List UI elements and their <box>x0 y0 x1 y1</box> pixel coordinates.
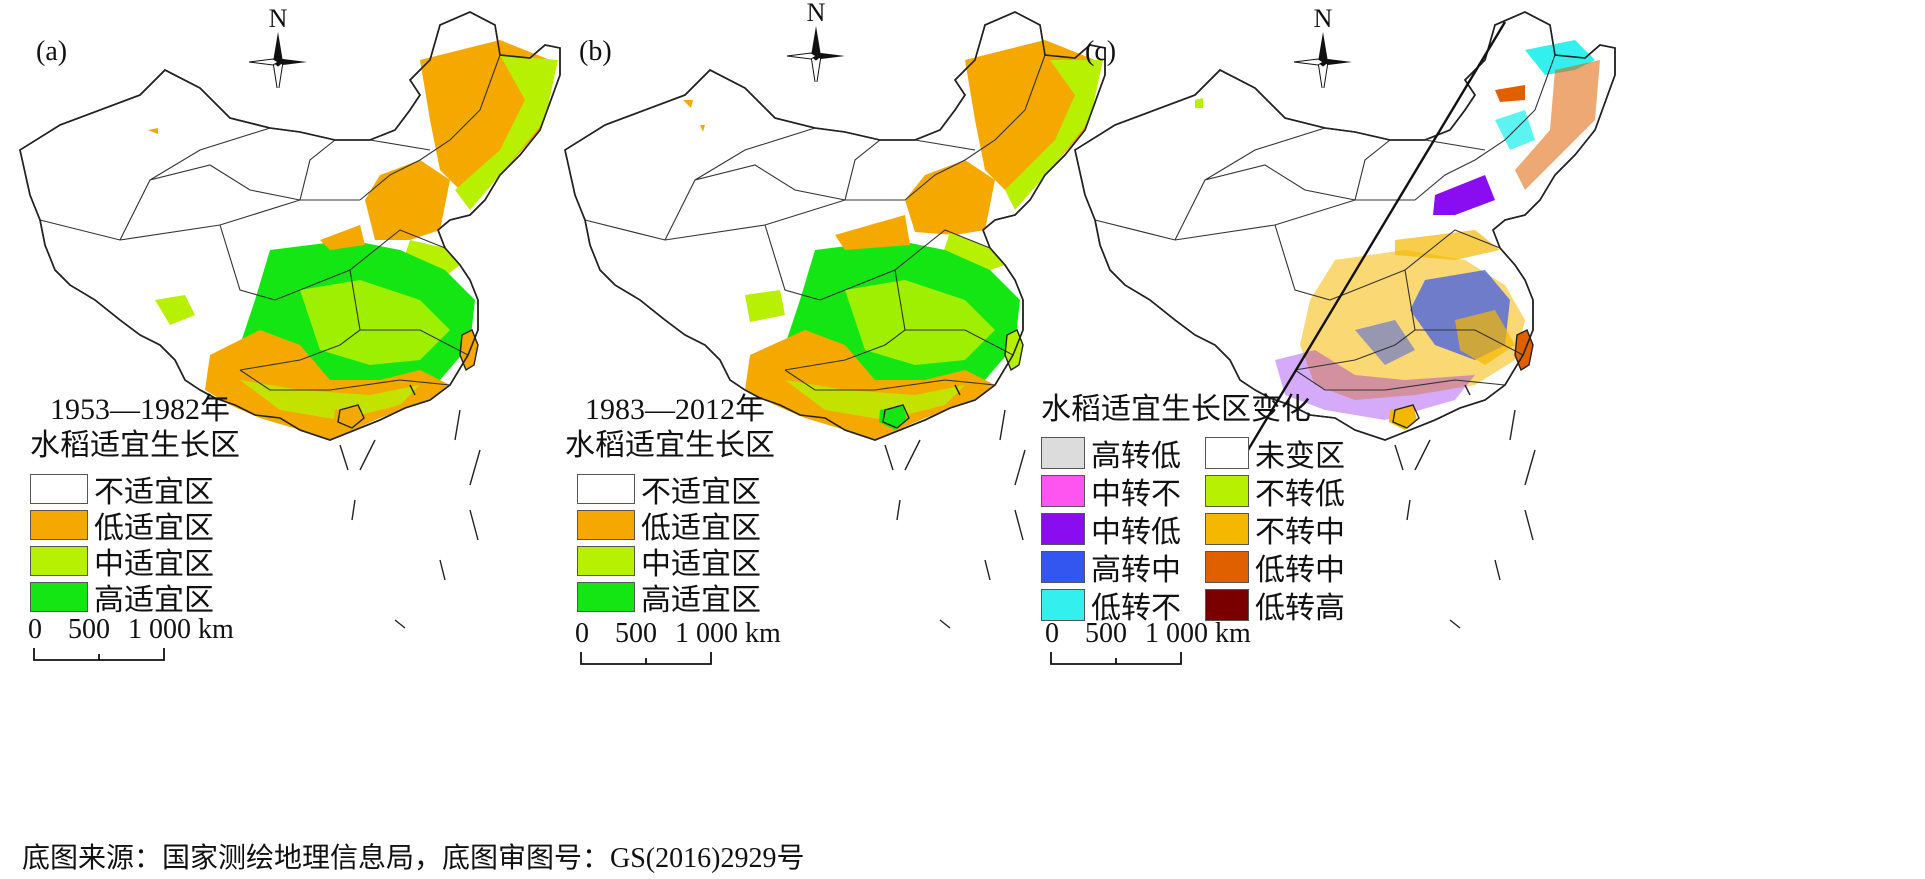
legend-title: 水稻适宜生长区变化 <box>1041 393 1311 426</box>
map-a <box>19 11 561 629</box>
legend-item: 高转中 <box>1041 550 1181 587</box>
legend-swatch <box>30 474 88 504</box>
north-arrow-icon: N <box>1290 4 1356 88</box>
region-mid <box>300 280 450 365</box>
region-low <box>205 330 450 440</box>
legend-swatch <box>1205 551 1249 583</box>
region-low <box>365 160 450 240</box>
legend-swatch <box>1041 437 1085 469</box>
boundary-line <box>1243 21 1507 456</box>
legend-title: 1983—2012年 水稻适宜生长区 <box>565 393 775 462</box>
legend-swatch <box>577 546 635 576</box>
legend-item: 不转中 <box>1205 512 1345 549</box>
legend-swatch <box>1205 437 1249 469</box>
legend-swatch <box>577 474 635 504</box>
scale-bar: 0 500 1 000 km <box>28 614 288 674</box>
panel-label: (a) <box>36 36 68 67</box>
legend-item: 低转中 <box>1205 550 1345 587</box>
legend-item: 中转低 <box>1041 512 1181 549</box>
legend-item: 中适宜区 <box>577 544 761 581</box>
legend-item: 不适宜区 <box>577 472 761 509</box>
legend-item: 中转不 <box>1041 474 1181 511</box>
map-source-caption: 底图来源：国家测绘地理信息局，底图审图号：GS(2016)2929号 <box>22 843 805 874</box>
legend-swatch <box>1041 475 1085 507</box>
north-arrow-icon: N <box>783 0 849 82</box>
scale-bar: 0 500 1 000 km <box>575 618 835 678</box>
legend-swatch <box>1041 513 1085 545</box>
legend-swatch <box>577 510 635 540</box>
north-arrow-icon: N <box>245 4 311 88</box>
panel-label: (b) <box>579 36 612 67</box>
region-low <box>155 295 195 325</box>
map-b <box>564 11 1106 629</box>
map-panel-a: (a) N 1953—1982年 水稻适宜生长区 不适宜区 低适宜区 中适宜区 … <box>0 0 640 800</box>
legend-swatch <box>1041 551 1085 583</box>
map-c <box>1074 11 1616 629</box>
legend-title: 1953—1982年 水稻适宜生长区 <box>30 393 240 462</box>
legend-swatch <box>577 582 635 612</box>
legend-item: 低转不 <box>1041 588 1181 625</box>
legend-item: 高适宜区 <box>577 580 761 617</box>
north-label: N <box>268 4 288 33</box>
north-label: N <box>806 0 826 27</box>
legend-swatch <box>1041 589 1085 621</box>
region-low <box>320 225 365 250</box>
legend-item: 低适宜区 <box>30 508 214 545</box>
region-mid <box>455 55 558 210</box>
legend-item: 高转低 <box>1041 436 1181 473</box>
legend-swatch <box>30 546 88 576</box>
map-panel-c: (c) N 水稻适宜生长区变化 高转低 中转不 中转低 高转中 低转不 未变区 … <box>1041 0 1695 800</box>
legend-swatch <box>30 510 88 540</box>
scale-bar: 0 500 1 000 km <box>1045 618 1305 678</box>
legend-item: 低转高 <box>1205 588 1345 625</box>
legend-item: 低适宜区 <box>577 508 761 545</box>
legend-swatch <box>30 582 88 612</box>
legend-swatch <box>1205 475 1249 507</box>
legend-swatch <box>1205 589 1249 621</box>
panel-label: (c) <box>1085 36 1117 67</box>
region-low <box>148 128 158 134</box>
legend-item: 不转低 <box>1205 474 1345 511</box>
legend-item: 不适宜区 <box>30 472 214 509</box>
north-label: N <box>1313 4 1333 33</box>
legend-item: 未变区 <box>1205 436 1345 473</box>
legend-item: 高适宜区 <box>30 580 214 617</box>
legend-swatch <box>1205 513 1249 545</box>
map-panel-b: (b) N 1983—2012年 水稻适宜生长区 不适宜区 低适宜区 中适宜区 … <box>545 0 1185 800</box>
legend-item: 中适宜区 <box>30 544 214 581</box>
